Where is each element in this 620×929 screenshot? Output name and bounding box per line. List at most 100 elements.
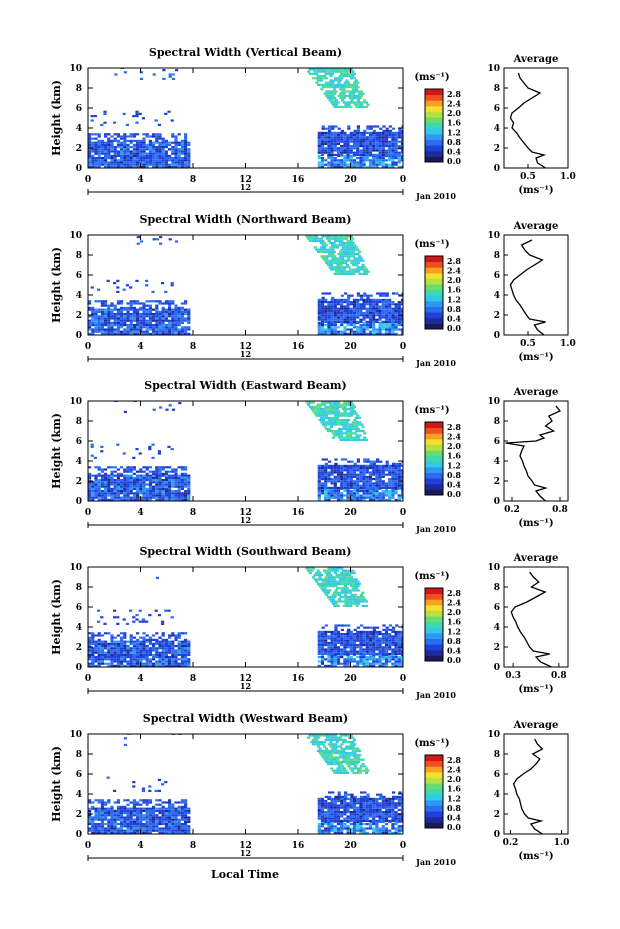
heatmap-cell (326, 578, 330, 581)
heatmap-cell (362, 475, 366, 478)
heatmap-cell (394, 650, 398, 653)
date-label: Jan 2010 (415, 358, 456, 368)
heatmap-cell (100, 123, 104, 126)
heatmap-cell (104, 483, 108, 486)
heatmap-cell (372, 626, 376, 629)
heatmap-cell (330, 467, 334, 470)
heatmap-cell (316, 578, 320, 581)
heatmap-cell (305, 235, 309, 238)
heatmap-cell (132, 831, 136, 834)
heatmap-cell (155, 466, 159, 469)
heatmap-cell (354, 416, 358, 419)
heatmap-cell (368, 639, 373, 642)
heatmap-cell (97, 154, 101, 157)
heatmap-cell (328, 90, 332, 93)
heatmap-cell (145, 468, 149, 471)
heatmap-cell (123, 313, 127, 316)
heatmap-cell (142, 809, 146, 812)
heatmap-cell (120, 498, 124, 501)
heatmap-cell (327, 464, 331, 467)
heatmap-cell (161, 139, 165, 142)
heatmap-cell (364, 600, 368, 603)
heatmap-cell (94, 490, 98, 493)
heatmap-cell (120, 313, 124, 316)
heatmap-cell (88, 496, 92, 499)
heatmap-cell (123, 135, 127, 138)
heatmap-cell (368, 151, 373, 154)
heatmap-cell (394, 309, 398, 312)
heatmap-cell (317, 648, 321, 651)
heatmap-cell (120, 653, 124, 656)
y-tick-label: 8 (76, 251, 82, 261)
heatmap-cell (343, 312, 347, 315)
heatmap-cell (327, 149, 331, 152)
heatmap-cell (129, 498, 133, 501)
heatmap-cell (113, 470, 117, 473)
heatmap-cell (116, 647, 120, 650)
heatmap-cell (184, 161, 188, 164)
heatmap-cell (336, 490, 341, 493)
heatmap-cell (384, 646, 389, 649)
heatmap-cell (174, 163, 178, 166)
heatmap-cell (397, 305, 401, 308)
heatmap-cell (381, 136, 385, 139)
heatmap-cell (362, 138, 366, 141)
heatmap-cell (107, 664, 111, 667)
heatmap-cell (120, 656, 124, 659)
heatmap-cell (365, 314, 369, 317)
heatmap-cell (351, 92, 356, 95)
heatmap-cell (352, 101, 356, 104)
heatmap-cell (126, 135, 130, 138)
heatmap-cell (334, 266, 338, 269)
heatmap-cell (107, 143, 111, 146)
heatmap-cell (107, 825, 111, 828)
heatmap-cell (123, 163, 127, 166)
heatmap-cell (359, 318, 363, 321)
heatmap-cell (94, 310, 98, 313)
y-tick-label: 4 (76, 291, 82, 301)
heatmap-cell (142, 139, 146, 142)
heatmap-cell (129, 161, 133, 164)
heatmap-cell (345, 250, 349, 253)
heatmap-cell (158, 143, 162, 146)
heatmap-cell (332, 578, 336, 581)
heatmap-cell (123, 647, 127, 650)
heatmap-cell (321, 244, 325, 247)
heatmap-cell (378, 492, 382, 495)
heatmap-cell (97, 662, 101, 665)
heatmap-cell (349, 490, 353, 493)
heatmap-cell (349, 328, 353, 331)
heatmap-cell (320, 630, 325, 633)
heatmap-cell (327, 312, 331, 315)
heatmap-cell (375, 482, 379, 485)
heatmap-cell (148, 638, 152, 641)
heatmap-cell (356, 307, 360, 310)
heatmap-cell (97, 288, 101, 291)
profile-y-tick-label: 0 (494, 331, 500, 341)
heatmap-cell (352, 131, 357, 134)
heatmap-cell (343, 163, 347, 166)
heatmap-cell (349, 660, 353, 663)
heatmap-cell (362, 498, 366, 501)
heatmap-cell (372, 307, 376, 310)
heatmap-cell (372, 312, 376, 315)
heatmap-cell (174, 165, 178, 168)
heatmap-cell (332, 408, 336, 411)
heatmap-cell (340, 145, 344, 148)
heatmap-cell (372, 639, 376, 642)
heatmap-cell (337, 410, 341, 413)
heatmap-cell (142, 133, 146, 136)
heatmap-cell (333, 235, 337, 238)
heatmap-cell (331, 127, 335, 130)
heatmap-cell (362, 328, 366, 331)
heatmap-cell (351, 75, 355, 78)
heatmap-cell (161, 647, 165, 650)
heatmap-cell (398, 127, 402, 130)
heatmap-cell (97, 807, 101, 810)
colorbar-swatch (425, 139, 443, 146)
heatmap-cell (323, 408, 327, 411)
heatmap-cell (116, 831, 120, 834)
heatmap-cell (368, 664, 373, 667)
heatmap-cell (365, 324, 369, 327)
heatmap-cell (180, 141, 184, 144)
